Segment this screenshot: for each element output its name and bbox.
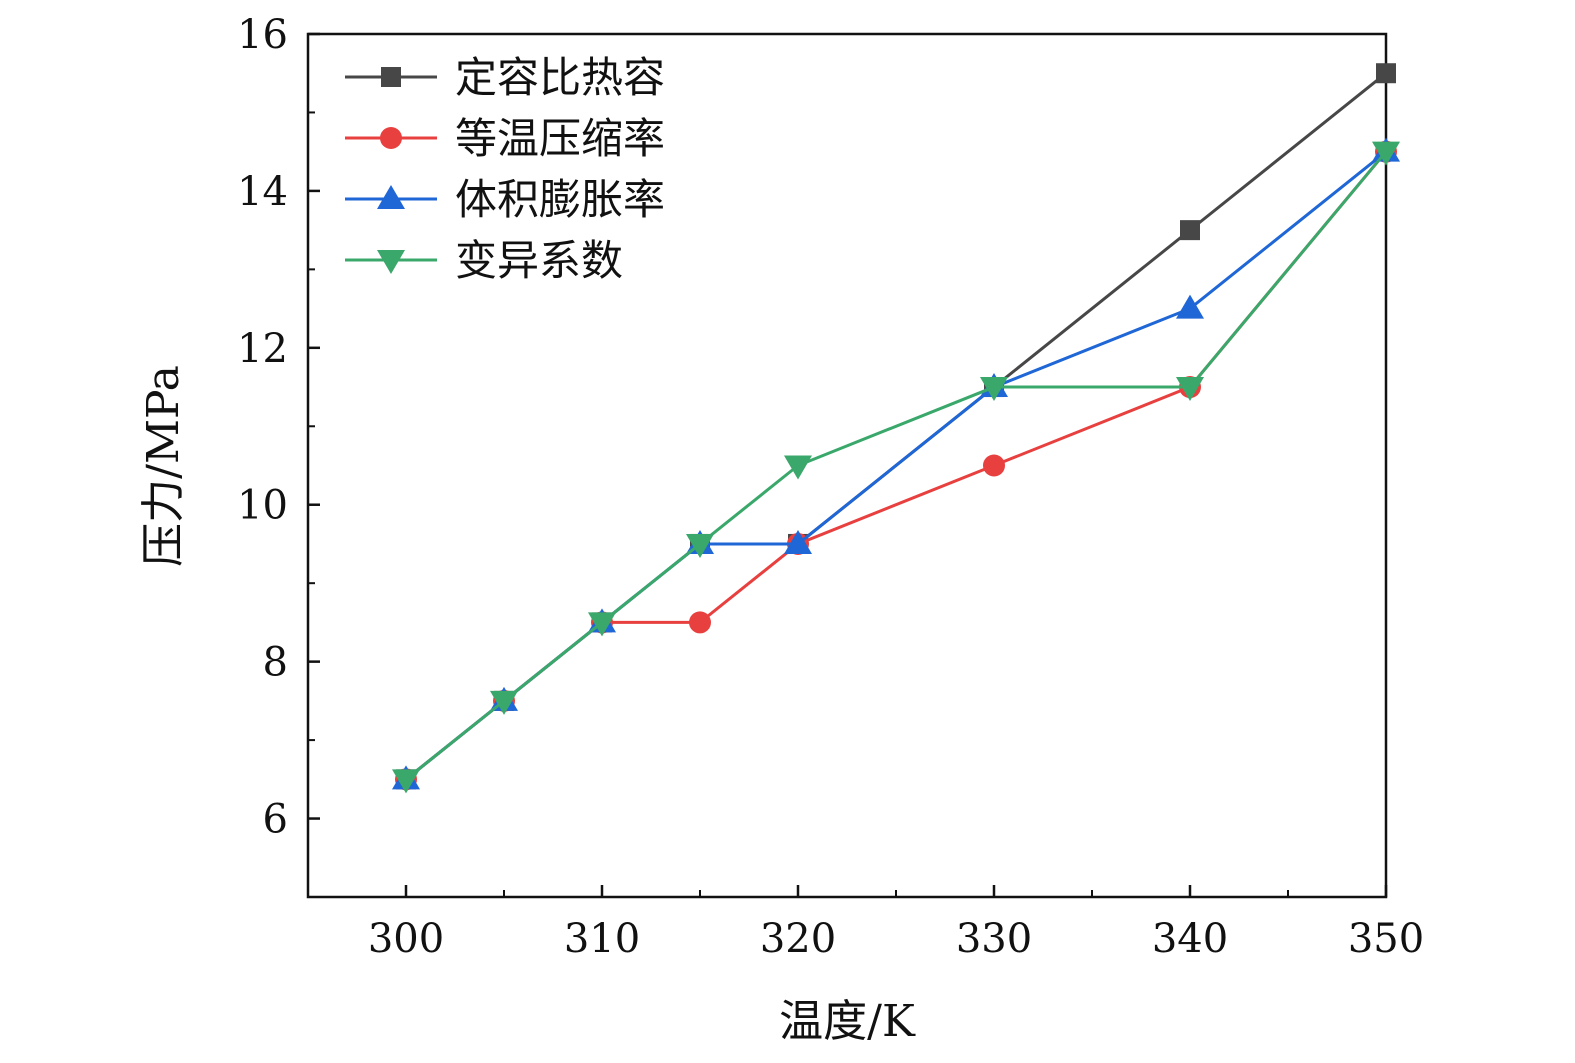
data-point bbox=[784, 529, 812, 554]
data-point bbox=[392, 769, 420, 794]
data-point bbox=[980, 377, 1008, 402]
data-point bbox=[1372, 141, 1400, 166]
x-tick-label: 320 bbox=[760, 916, 836, 962]
legend-item: 定容比热容 bbox=[345, 53, 665, 102]
series-3 bbox=[392, 141, 1400, 794]
y-tick-label: 12 bbox=[237, 326, 288, 372]
x-tick-label: 350 bbox=[1348, 916, 1424, 962]
plot-frame bbox=[306, 32, 1388, 899]
data-point bbox=[983, 454, 1005, 477]
y-tick-label: 14 bbox=[237, 169, 288, 215]
legend-marker bbox=[377, 185, 405, 209]
legend-marker bbox=[380, 127, 402, 149]
legend-label: 等温压缩率 bbox=[455, 114, 665, 163]
series-line bbox=[405, 150, 1388, 781]
data-point bbox=[1180, 220, 1200, 241]
y-tick-label: 8 bbox=[263, 640, 288, 686]
data-point bbox=[1176, 294, 1204, 319]
legend-label: 体积膨胀率 bbox=[455, 175, 665, 224]
y-tick-label: 10 bbox=[237, 483, 288, 529]
legend-item: 等温压缩率 bbox=[345, 114, 665, 163]
legend-item: 体积膨胀率 bbox=[345, 175, 665, 224]
x-tick-label: 300 bbox=[368, 916, 444, 962]
y-tick-label: 6 bbox=[263, 797, 288, 843]
legend-label: 变异系数 bbox=[455, 236, 623, 285]
data-point bbox=[1176, 377, 1204, 402]
y-tick-label: 16 bbox=[237, 12, 288, 58]
data-point bbox=[490, 690, 518, 715]
legend-marker bbox=[381, 67, 401, 87]
legend-label: 定容比热容 bbox=[455, 53, 665, 102]
x-axis-title: 温度/K bbox=[779, 996, 916, 1047]
legend-marker bbox=[377, 250, 405, 274]
x-tick-label: 310 bbox=[564, 916, 640, 962]
data-point bbox=[1376, 63, 1396, 84]
y-axis-title: 压力/MPa bbox=[138, 365, 189, 567]
data-point bbox=[689, 611, 711, 634]
data-point bbox=[784, 455, 812, 480]
x-tick-label: 330 bbox=[956, 916, 1032, 962]
series-layer bbox=[392, 63, 1400, 794]
data-point bbox=[686, 533, 714, 558]
axes: 300 310 320 330 340 350 6 8 10 12 14 16 bbox=[237, 12, 1424, 962]
legend-item: 变异系数 bbox=[345, 236, 623, 285]
x-tick-label: 340 bbox=[1152, 916, 1228, 962]
data-point bbox=[588, 612, 616, 637]
